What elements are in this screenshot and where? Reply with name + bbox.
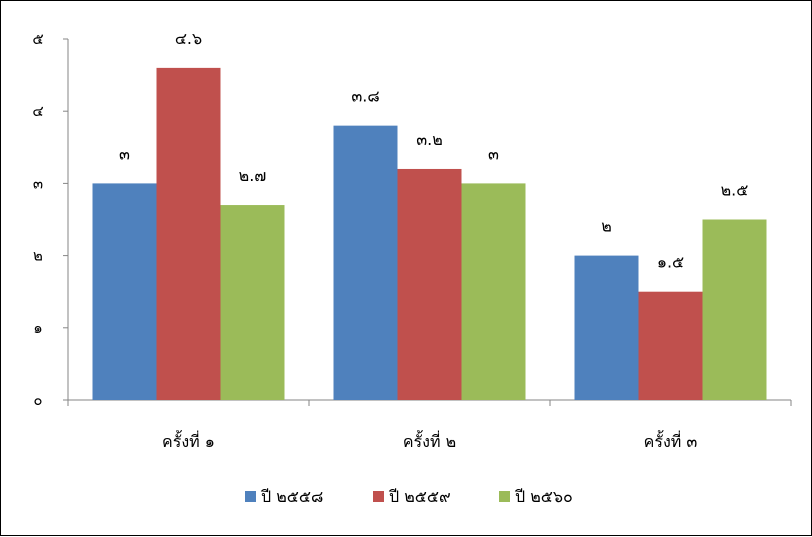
x-category-label: ครั้งที่ ๓: [644, 430, 698, 451]
bar: [220, 205, 285, 400]
bar: [333, 125, 398, 400]
legend-swatch: [245, 491, 256, 502]
data-label: ๓.๘: [351, 87, 379, 106]
data-label: ๒: [601, 217, 612, 236]
bar: [92, 183, 157, 400]
legend: ปี ๒๕๕๘ ปี ๒๕๕๙ ปี ๒๕๖๐: [245, 487, 573, 506]
y-tick-label: ๑: [33, 319, 43, 337]
bars: [92, 67, 767, 400]
legend-label: ปี ๒๕๕๙: [389, 487, 451, 506]
legend-swatch: [373, 491, 384, 502]
bar: [638, 291, 703, 400]
data-label: ๑.๕: [657, 253, 684, 272]
data-label: ๔.๖: [175, 29, 202, 48]
data-label: ๓: [488, 144, 499, 163]
data-label: ๒.๕: [721, 181, 749, 200]
bar: [397, 168, 462, 400]
bar: [702, 219, 767, 400]
x-category-label: ครั้งที่ ๑: [162, 430, 215, 451]
y-tick-label: ๕: [32, 30, 43, 48]
legend-label: ปี ๒๕๕๘: [261, 487, 324, 506]
bar: [461, 183, 526, 400]
bar: [574, 255, 639, 400]
x-category-label: ครั้งที่ ๒: [403, 430, 456, 451]
y-axis: ๐ ๑ ๒ ๓ ๔ ๕: [32, 30, 69, 409]
y-tick-label: ๔: [32, 102, 43, 120]
data-label: ๓.๒: [416, 130, 443, 149]
legend-label: ปี ๒๕๖๐: [515, 487, 573, 506]
data-label: ๓: [119, 144, 130, 163]
data-label: ๒.๗: [239, 166, 267, 185]
y-tick-label: ๓: [33, 174, 43, 192]
bar: [156, 67, 221, 400]
x-axis: ครั้งที่ ๑ ครั้งที่ ๒ ครั้งที่ ๓: [67, 399, 792, 451]
y-tick-label: ๐: [33, 391, 42, 409]
legend-swatch: [499, 491, 510, 502]
y-tick-label: ๒: [33, 247, 43, 265]
